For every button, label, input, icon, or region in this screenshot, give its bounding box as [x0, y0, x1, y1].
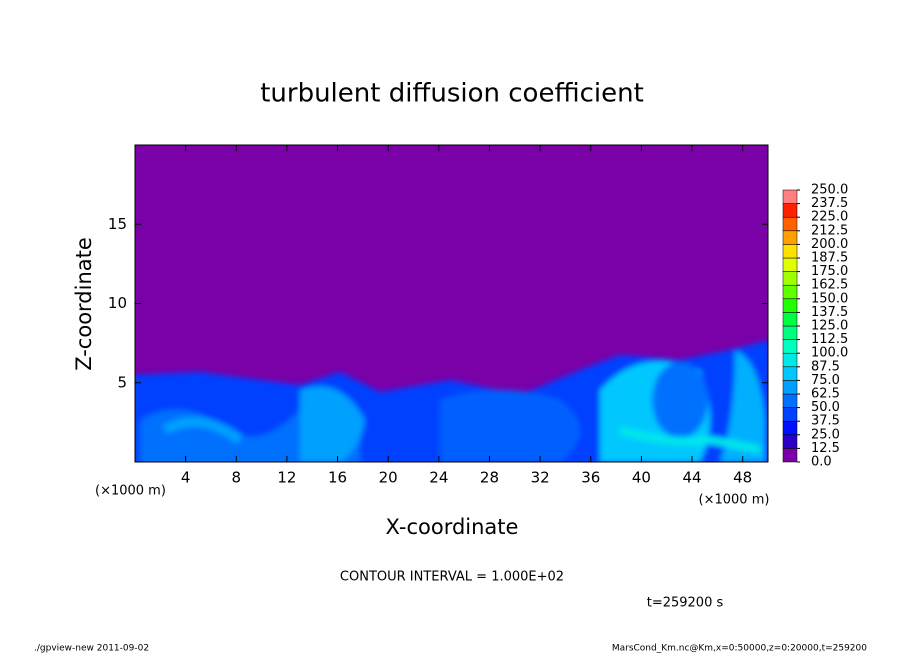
colorbar-box	[782, 216, 798, 232]
colorbar-box	[782, 325, 798, 340]
colorbar-box	[782, 380, 798, 395]
colorbar-box	[782, 284, 798, 300]
x-tick-label: 36	[581, 469, 600, 487]
x-tick-label: 12	[277, 469, 296, 487]
colorbar-box	[782, 257, 798, 272]
colorbar-box	[782, 434, 798, 449]
x-tick-label: 8	[232, 469, 242, 487]
colorbar-label: 175.0	[811, 264, 848, 279]
colorbar-box	[782, 271, 798, 286]
colorbar-label: 137.5	[811, 305, 848, 320]
colorbar-box	[782, 407, 798, 422]
colorbar-label: 12.5	[811, 441, 840, 456]
colorbar-label: 62.5	[811, 387, 840, 402]
colorbar-box	[782, 448, 798, 463]
colorbar-label: 25.0	[811, 427, 840, 442]
colorbar-box	[782, 352, 798, 368]
colorbar-label: 225.0	[811, 210, 848, 225]
colorbar-label: 37.5	[811, 414, 840, 429]
colorbar-label: 237.5	[811, 196, 848, 211]
x-unit: (×1000 m)	[699, 493, 770, 508]
colorbar-label: 250.0	[811, 183, 848, 198]
footer-right: MarsCond_Km.nc@Km,x=0:50000,z=0:20000,t=…	[612, 644, 867, 654]
colorbar-label: 0.0	[811, 455, 832, 470]
chart-title: turbulent diffusion coefficient	[260, 79, 644, 109]
colorbar-box	[782, 298, 798, 313]
colorbar-label: 75.0	[811, 373, 840, 388]
y-unit: (×1000 m)	[95, 484, 166, 499]
colorbar-box	[782, 393, 798, 408]
colorbar-label: 100.0	[811, 346, 848, 361]
colorbar-box	[782, 420, 798, 436]
colorbar-label: 150.0	[811, 291, 848, 306]
x-tick-label: 44	[682, 469, 701, 487]
footer-left: ./gpview-new 2011-09-02	[34, 644, 149, 654]
field	[135, 145, 768, 462]
colorbar-label: 200.0	[811, 237, 848, 252]
colorbar-box	[782, 366, 798, 381]
colorbar-box	[782, 230, 798, 245]
colorbar-label: 162.5	[811, 278, 848, 293]
colorbar-label: 87.5	[811, 359, 840, 374]
colorbar-label: 112.5	[811, 332, 848, 347]
y-axis-label: Z-coordinate	[72, 237, 96, 371]
colorbar-label: 125.0	[811, 319, 848, 334]
x-tick-label: 24	[429, 469, 448, 487]
x-axis-label: X-coordinate	[386, 515, 519, 539]
y-tick-label: 5	[117, 373, 127, 391]
colorbar-box	[782, 244, 798, 259]
y-tick-label: 15	[108, 215, 127, 233]
x-tick-label: 32	[531, 469, 550, 487]
colorbar-label: 50.0	[811, 400, 840, 415]
x-tick-label: 28	[480, 469, 499, 487]
colorbar-box	[782, 203, 798, 218]
time-label: t=259200 s	[647, 596, 724, 611]
x-tick-label: 16	[328, 469, 347, 487]
colorbar-box	[782, 189, 798, 204]
colorbar-label: 212.5	[811, 223, 848, 238]
colorbar-label: 187.5	[811, 251, 848, 266]
x-tick-label: 20	[379, 469, 398, 487]
colorbar-box	[782, 339, 798, 354]
y-tick-label: 10	[108, 294, 127, 312]
x-tick-label: 40	[632, 469, 651, 487]
contour-interval: CONTOUR INTERVAL = 1.000E+02	[340, 570, 564, 585]
x-tick-label: 4	[181, 469, 191, 487]
colorbar-box	[782, 312, 798, 327]
x-tick-label: 48	[733, 469, 752, 487]
